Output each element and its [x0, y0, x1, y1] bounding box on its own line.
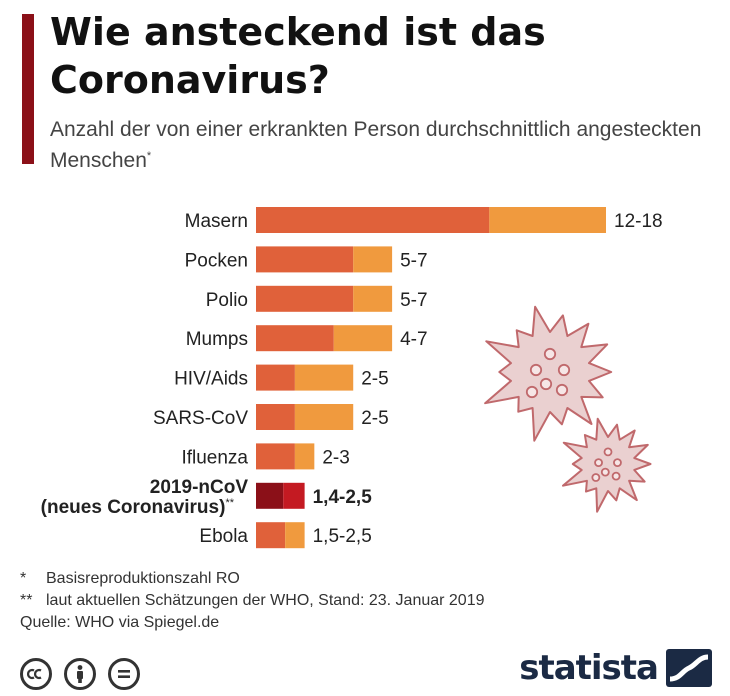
value-label-0: 12-18 [614, 211, 663, 232]
value-label-5: 2-5 [361, 408, 388, 429]
footnote-2: ** laut aktuellen Schätzungen der WHO, St… [20, 592, 485, 609]
value-label-7: 1,4-2,5 [313, 487, 373, 508]
category-label-line: Mumps [186, 329, 248, 350]
bar-range-7 [283, 482, 305, 509]
category-label-line: Polio [206, 290, 248, 311]
virus-illustration-large-icon [484, 305, 613, 442]
bar-low-1 [256, 246, 354, 273]
bar-range-6 [294, 443, 315, 470]
bar-low-0 [256, 207, 490, 233]
bar-range-3 [333, 325, 393, 352]
chart-subtitle: Anzahl der von einer erkrankten Person d… [50, 116, 720, 174]
bar-range-2 [353, 285, 393, 312]
bar-range-5 [294, 404, 354, 430]
category-label-line: Pocken [185, 250, 248, 271]
bar-low-7 [256, 482, 284, 509]
footnote-1: * Basisreproduktionszahl RO [20, 570, 240, 587]
value-label-1: 5-7 [400, 250, 427, 271]
bar-chart: Masern 12-18 Pocken 5-7 Polio 5-7 Mumps 4-7 HIV/… [41, 207, 663, 549]
virus-dot [525, 385, 539, 399]
creative-commons-icon[interactable] [20, 658, 52, 690]
category-label-line: HIV/Aids [174, 369, 248, 390]
virus-body [484, 305, 613, 442]
virus-dot [594, 458, 603, 468]
category-label-5: SARS-CoV [153, 408, 248, 429]
category-label-line: SARS-CoV [153, 408, 248, 429]
statista-logo-icon [666, 649, 712, 687]
value-label-4: 2-5 [361, 369, 388, 390]
bar-low-4 [256, 364, 295, 391]
virus-dot [555, 383, 569, 397]
category-label-0: Masern [185, 211, 248, 232]
bar-range-4 [294, 364, 354, 391]
bar-low-8 [256, 522, 286, 549]
bar-low-5 [256, 404, 295, 430]
attribution-icon[interactable] [64, 658, 96, 690]
bar-range-8 [285, 522, 305, 549]
bar-range-0 [489, 207, 606, 233]
bars-group: Masern 12-18 Pocken 5-7 Polio 5-7 Mumps 4-7 HIV/… [41, 207, 663, 549]
statista-brand: statista [519, 648, 712, 688]
virus-dot [529, 363, 543, 377]
category-label-4: HIV/Aids [174, 369, 248, 390]
virus-dot [613, 458, 622, 468]
virus-dot [600, 467, 610, 477]
virus-dot [591, 473, 601, 482]
category-label-line: Masern [185, 211, 248, 232]
category-label-line: Ebola [199, 526, 248, 547]
virus-dot [557, 363, 571, 377]
value-label-3: 4-7 [400, 329, 427, 350]
category-footnote-mark: ** [225, 497, 234, 509]
license-icons [20, 658, 140, 690]
bar-low-2 [256, 285, 354, 312]
value-label-2: 5-7 [400, 290, 427, 311]
brand-name: statista [519, 648, 659, 688]
category-label-1: Pocken [185, 250, 248, 271]
bar-low-3 [256, 325, 334, 352]
bar-range-1 [353, 246, 393, 273]
virus-dot [611, 471, 621, 481]
chart-title: Wie ansteckend ist das Coronavirus? [50, 10, 546, 102]
subtitle-text: Anzahl der von einer erkrankten Person d… [50, 118, 702, 172]
accent-bar [22, 14, 34, 164]
virus-body [562, 417, 652, 513]
value-label-8: 1,5-2,5 [313, 526, 372, 547]
subtitle-footnote-mark: * [146, 150, 152, 162]
no-derivatives-icon[interactable] [108, 658, 140, 690]
category-label-line: (neues Coronavirus) [41, 497, 226, 518]
virus-illustration-small-icon [562, 417, 652, 513]
category-label-3: Mumps [186, 329, 248, 350]
category-label-line: 2019-nCoV [150, 477, 249, 498]
category-label-2: Polio [206, 290, 248, 311]
virus-dot [603, 447, 613, 457]
virus-dot [543, 347, 557, 361]
footnotes: * Basisreproduktionszahl RO ** laut aktuel… [20, 568, 485, 634]
bar-low-6 [256, 443, 295, 470]
source-line: Quelle: WHO via Spiegel.de [20, 614, 220, 631]
value-label-6: 2-3 [322, 447, 349, 468]
category-label-7: 2019-nCoV (neues Coronavirus)** [41, 477, 249, 518]
category-label-line: Ifluenza [181, 447, 248, 468]
category-label-8: Ebola [199, 526, 248, 547]
virus-dot [539, 377, 553, 391]
category-label-6: Ifluenza [181, 447, 248, 468]
